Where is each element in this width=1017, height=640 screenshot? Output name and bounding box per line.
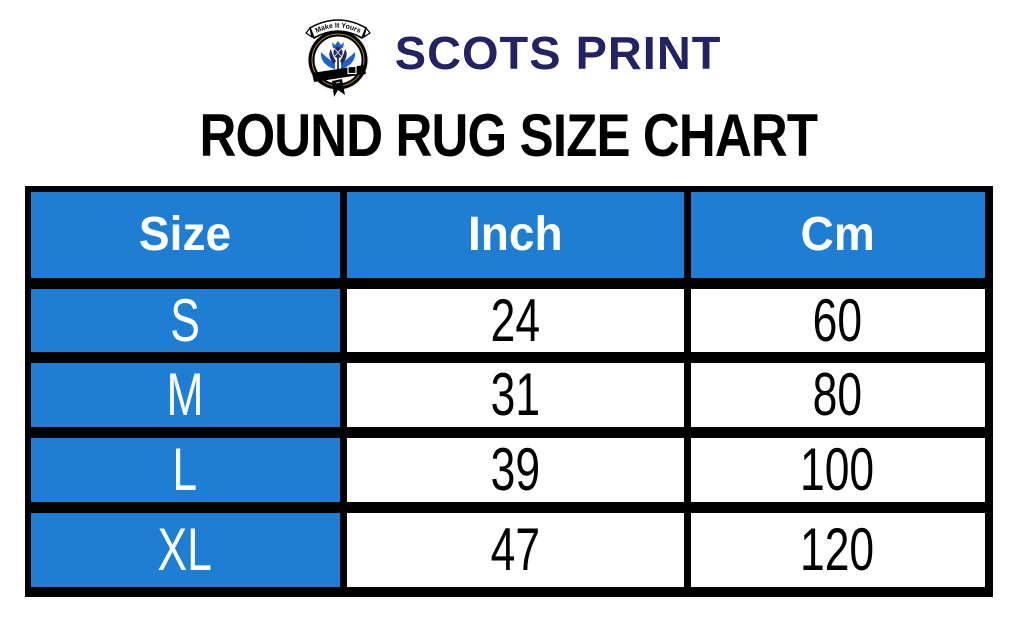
row-s-inch-value: 24 bbox=[490, 289, 540, 352]
thistle-crest-icon: Make It Yours bbox=[305, 19, 372, 97]
logo: Make It Yours SCOTS PRINT bbox=[0, 0, 1017, 100]
row-xl-inch-value: 47 bbox=[490, 516, 540, 583]
header-cell-size: Size bbox=[30, 192, 340, 278]
row-l-cm-cell: 100 bbox=[690, 438, 985, 502]
row-m-inch-value: 31 bbox=[490, 363, 540, 427]
title-wrap: ROUND RUG SIZE CHART bbox=[0, 106, 1017, 172]
header-label-inch: Inch bbox=[467, 208, 563, 261]
row-xl-size-label: XL bbox=[157, 516, 213, 583]
header-label-size: Size bbox=[138, 208, 232, 261]
row-s-size-cell: S bbox=[30, 289, 340, 352]
row-s-cm-value: 60 bbox=[812, 289, 863, 352]
size-chart-table: Size Inch Cm S 24 60 M 31 80 L 39 100 XL… bbox=[24, 186, 993, 597]
row-s-inch-cell: 24 bbox=[346, 289, 684, 352]
row-xl-cm-cell: 120 bbox=[690, 513, 985, 587]
row-l-inch-cell: 39 bbox=[346, 438, 684, 502]
row-xl-inch-cell: 47 bbox=[346, 513, 684, 587]
row-m-cm-cell: 80 bbox=[690, 363, 985, 427]
row-l-size-label: L bbox=[172, 438, 198, 502]
row-xl-cm-value: 120 bbox=[800, 516, 875, 583]
page-title: ROUND RUG SIZE CHART bbox=[199, 102, 819, 169]
row-s-size-label: S bbox=[170, 289, 200, 352]
row-s-cm-cell: 60 bbox=[690, 289, 985, 352]
row-m-inch-cell: 31 bbox=[346, 363, 684, 427]
header-label-cm: Cm bbox=[800, 208, 875, 261]
brand-name: SCOTS PRINT bbox=[395, 27, 722, 79]
header-cell-inch: Inch bbox=[346, 192, 684, 278]
row-m-size-cell: M bbox=[30, 363, 340, 427]
row-xl-size-cell: XL bbox=[30, 513, 340, 587]
row-l-inch-value: 39 bbox=[490, 438, 540, 502]
row-l-size-cell: L bbox=[30, 438, 340, 502]
row-m-cm-value: 80 bbox=[812, 363, 863, 427]
row-l-cm-value: 100 bbox=[800, 438, 875, 502]
header-cell-cm: Cm bbox=[690, 192, 985, 278]
row-m-size-label: M bbox=[166, 363, 204, 427]
